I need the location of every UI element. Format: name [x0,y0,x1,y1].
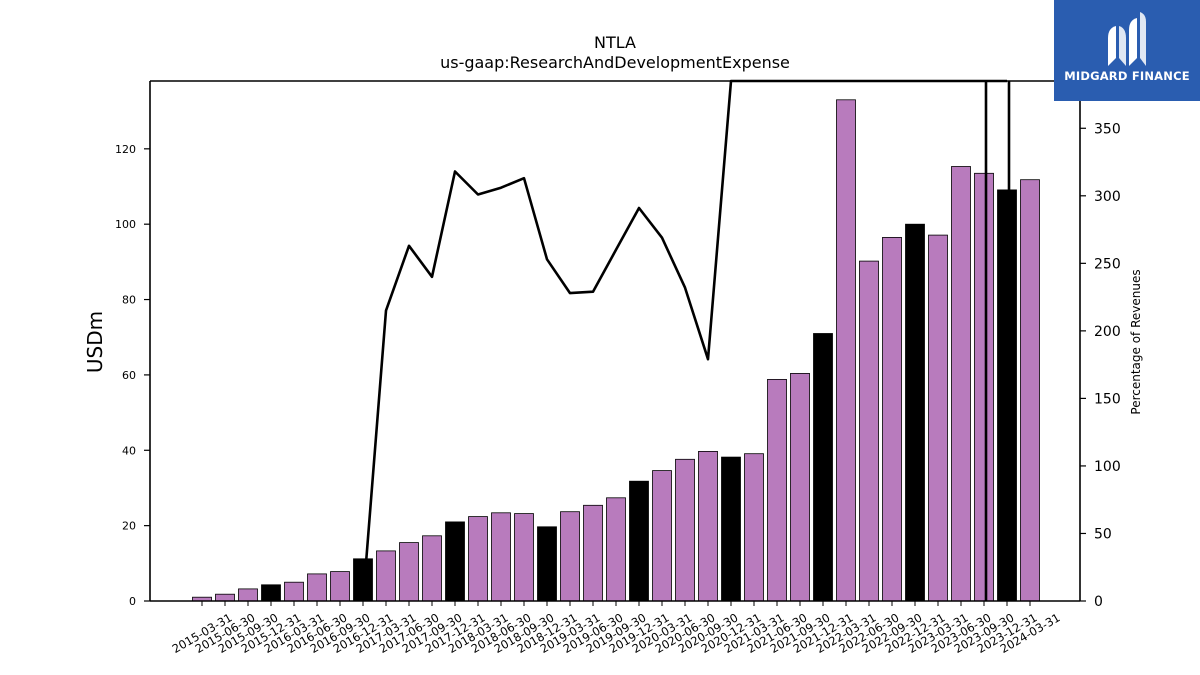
bar [583,504,603,602]
bar [376,550,396,602]
chart-title: NTLA [594,33,636,52]
y-tick-label: 120 [115,143,136,156]
bar [951,166,971,602]
bar [606,497,626,602]
bar [790,372,810,602]
bar [813,333,833,602]
bar [537,526,557,602]
bar [445,521,465,602]
bar [744,453,764,602]
bar [767,378,787,602]
bar [491,512,511,602]
bar [928,234,948,602]
bar [399,542,419,602]
bar [422,535,442,602]
revenue-percentage-line [361,79,1007,602]
y2-tick-label: 150 [1094,391,1121,407]
bar [284,581,304,602]
line-group [361,79,1011,602]
y-tick-label: 60 [122,369,136,382]
bar [675,458,695,602]
bar [330,571,350,602]
y-tick-label: 20 [122,520,136,533]
y-tick-label: 40 [122,444,136,457]
logo-text: MIDGARD FINANCE [1064,69,1190,83]
y2-tick-label: 50 [1094,526,1112,542]
bar [238,588,258,602]
bars-group [192,99,1040,602]
y-axis-label: USDm [83,311,107,373]
y-tick-label: 100 [115,218,136,231]
bar [859,260,879,602]
bar [629,480,649,602]
bar [721,456,741,602]
y2-tick-label: 0 [1094,594,1103,610]
y2-axis-label: Percentage of Revenues [1129,269,1143,414]
bar [307,573,327,602]
y2-tick-label: 200 [1094,324,1121,340]
bar [836,99,856,602]
bar [698,450,718,602]
logo-mark-icon [1108,12,1146,66]
bar [652,470,672,602]
bar [560,511,580,602]
bar [1020,179,1040,602]
bar [261,584,281,602]
y-tick-label: 80 [122,294,136,307]
bar [997,189,1017,602]
bar [974,172,994,602]
y2-tick-label: 100 [1094,459,1121,475]
y2-tick-label: 350 [1094,121,1121,137]
y-tick-label: 0 [129,595,136,608]
axes-group: 0204060801001200501001502002503003502015… [115,80,1121,656]
bar [468,516,488,602]
y2-tick-label: 300 [1094,189,1121,205]
logo: MIDGARD FINANCE [1054,0,1200,101]
y2-tick-label: 250 [1094,256,1121,272]
bar [514,513,534,602]
bar [905,223,925,602]
bar [882,236,902,602]
chart-subtitle: us-gaap:ResearchAndDevelopmentExpense [440,53,790,72]
bar [215,593,235,602]
